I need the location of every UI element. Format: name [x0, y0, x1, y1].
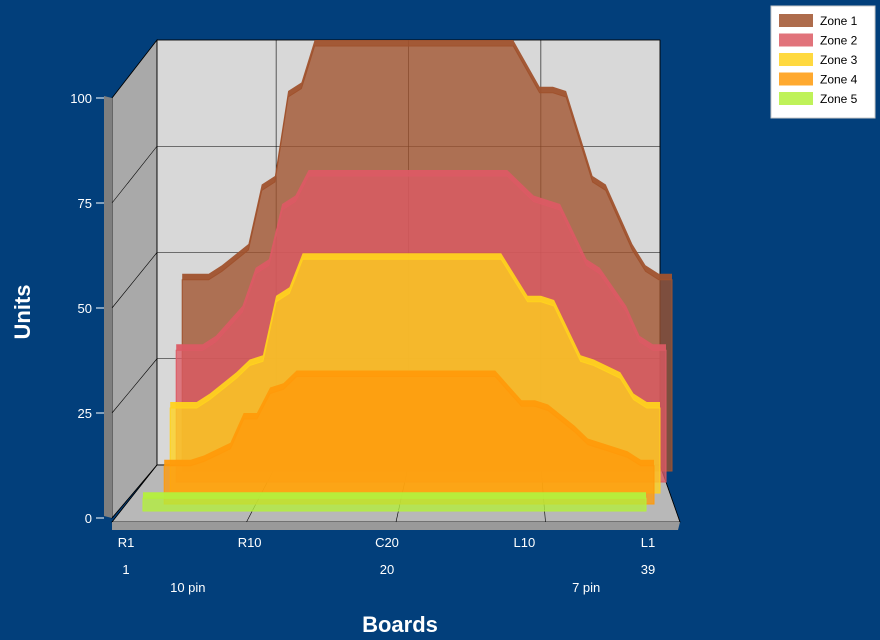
x-axis-title: Boards: [362, 612, 438, 637]
series-rim-4: [164, 370, 654, 466]
floor-edge: [112, 522, 680, 530]
legend-label: Zone 5: [820, 92, 858, 106]
x-secondary-label: 20: [380, 562, 394, 577]
x-annotation: 7 pin: [572, 580, 600, 595]
legend-swatch: [779, 33, 813, 47]
legend-label: Zone 1: [820, 14, 858, 28]
y-tick-label: 100: [70, 91, 92, 106]
gridline-left: [111, 464, 158, 519]
legend-swatch: [779, 53, 813, 66]
x-tick-label: L1: [641, 535, 655, 550]
gridline-left: [111, 146, 158, 204]
series-area-5: [142, 497, 647, 512]
gridline-left: [111, 252, 158, 309]
y-tick-label: 25: [78, 406, 92, 421]
legend-label: Zone 2: [820, 34, 858, 48]
x-tick-label: L10: [514, 535, 536, 550]
legend-label: Zone 3: [820, 53, 858, 67]
axis-layer: 0 25 50 75 100 R1 R10 C20 L10 L1 1 20 39 10 pin 7 pin: [70, 91, 655, 595]
legend-swatch: [779, 92, 813, 105]
legend: Zone 1 Zone 2 Zone 3 Zone 4 Zone 5: [770, 5, 876, 119]
y-tick-label: 50: [78, 301, 92, 316]
y-axis-title: Units: [10, 285, 35, 340]
gridline-floor: [111, 464, 158, 523]
left-wall: [111, 38, 158, 520]
series-rim-5: [143, 492, 646, 499]
series-layer: [142, 40, 673, 512]
legend-swatch: [779, 14, 813, 27]
x-tick-label: R1: [118, 535, 135, 550]
legend-items: Zone 1 Zone 2 Zone 3 Zone 4 Zone 5: [779, 14, 858, 106]
series-area-4: [163, 376, 655, 505]
x-annotation: 10 pin: [170, 580, 205, 595]
x-tick-label: R10: [238, 535, 262, 550]
legend-swatch: [779, 72, 813, 86]
gridline-left: [111, 39, 158, 99]
y-tick-label: 0: [85, 511, 92, 526]
x-secondary-label: 1: [122, 562, 129, 577]
gridline-left: [111, 358, 158, 414]
x-secondary-label: 39: [641, 562, 655, 577]
x-tick-label: C20: [375, 535, 399, 550]
y-tick-label: 75: [78, 196, 92, 211]
left-wall-edge: [104, 96, 112, 518]
legend-label: Zone 4: [820, 73, 858, 87]
